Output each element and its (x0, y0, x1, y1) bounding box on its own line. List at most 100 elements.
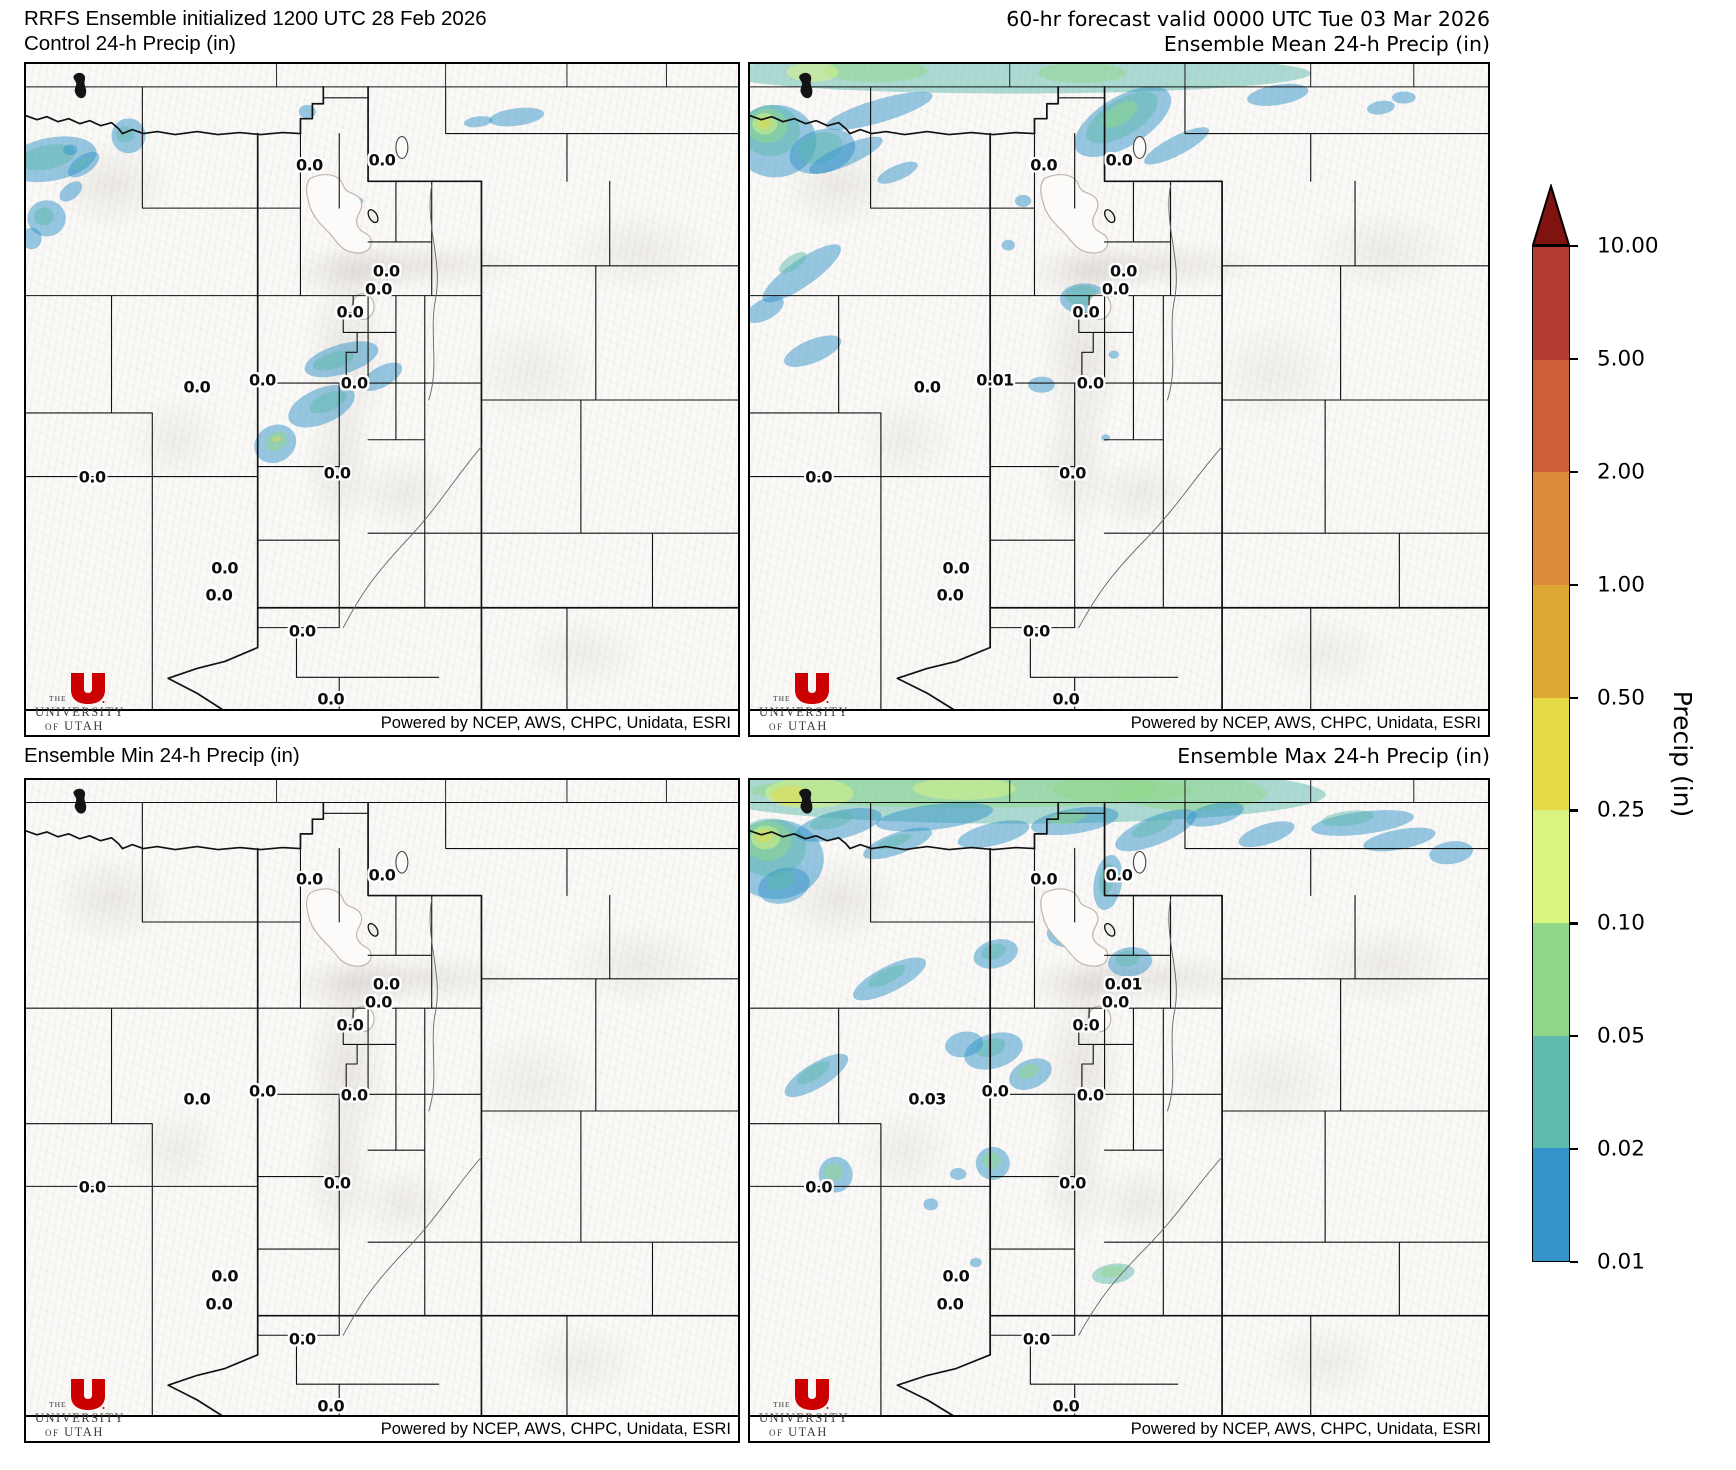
station-precip-value: 0.0 (368, 150, 396, 170)
station-precip-value: 0.0 (1105, 865, 1133, 885)
colorbar-tick-label: 5.00 (1597, 346, 1645, 372)
station-precip-value: 0.0 (942, 1266, 970, 1286)
colorbar-tick (1570, 1261, 1578, 1264)
station-precip-value: 0.0 (805, 467, 833, 487)
colorbar-segment (1533, 810, 1569, 924)
map-panel-ensemble-min: 0.0 0.0 0.0 0.0 0.0 0.0 0.0 0.0 0.0 0.0 0.0 0.0 0.0 0… (24, 778, 740, 1443)
station-precip-value: 0.0 (1105, 150, 1133, 170)
station-precip-value: 0.0 (368, 865, 396, 885)
station-precip-value: 0.0 (1022, 1329, 1050, 1349)
station-precip-value: 0.0 (205, 1294, 233, 1313)
university-of-utah-logo: THE UNIVERSITY OF UTAH (35, 673, 145, 732)
colorbar-segment (1533, 247, 1569, 360)
station-precip-value: 0.0 (248, 370, 276, 390)
logo-of-utah-text: OF UTAH (769, 1424, 828, 1439)
station-precip-value: 0.0 (1059, 1173, 1086, 1193)
logo-the-text: THE (49, 1399, 67, 1409)
station-precip-value: 0.0 (981, 1081, 1009, 1101)
station-precip-value: 0.0 (336, 302, 364, 322)
station-precip-value: 0.01 (976, 370, 1014, 390)
colorbar-tick (1570, 1148, 1578, 1151)
logo-of-utah-text: OF UTAH (45, 718, 104, 733)
logo-university-text: UNIVERSITY (35, 1411, 125, 1425)
station-precip-value: 0.0 (936, 585, 964, 605)
block-u-icon (70, 673, 105, 704)
title-min-panel: Ensemble Min 24-h Precip (in) (24, 744, 740, 769)
station-precip-value: 0.0 (78, 467, 106, 487)
colorbar-tick-label: 10.00 (1597, 233, 1659, 259)
station-precip-value: 0.0 (913, 377, 941, 397)
station-precip-value: 0.0 (295, 155, 323, 175)
attribution-bar: Powered by NCEP, AWS, CHPC, Unidata, ESR… (750, 1415, 1488, 1441)
logo-university-text: UNIVERSITY (759, 1411, 849, 1425)
map-panel-ensemble-max: 0.0 0.0 0.01 0.0 0.0 0.0 0.03 0.0 0.0 0.0 0.0 0.0 0.… (748, 778, 1490, 1443)
station-precip-value: 0.0 (1072, 1015, 1100, 1035)
colorbar-segment (1533, 923, 1569, 1036)
map-panel-control: 0.0 0.0 0.0 0.0 0.0 0.0 0.0 0.0 0.0 0.0 0.0 0.0 0.0 0… (24, 62, 740, 737)
station-precip-value: 0.0 (1101, 279, 1129, 299)
block-u-icon (70, 1379, 105, 1410)
station-precip-value: 0.0 (1059, 463, 1086, 483)
university-of-utah-logo: THE UNIVERSITY OF UTAH (759, 673, 869, 732)
station-precip-value: 0.0 (317, 689, 345, 709)
colorbar-tick (1570, 245, 1578, 248)
station-value-labels: 0.0 0.0 0.0 0.0 0.0 0.0 0.0 0.0 0.0 0.0 0.0 0.0 0.0 0… (26, 64, 738, 735)
colorbar-tick (1570, 583, 1578, 586)
station-precip-value: 0.0 (183, 1089, 211, 1109)
colorbar-tick-label: 0.10 (1597, 910, 1645, 936)
station-precip-value: 0.0 (288, 621, 316, 641)
colorbar-segment (1533, 585, 1569, 698)
station-precip-value: 0.0 (1110, 261, 1137, 281)
logo-university-text: UNIVERSITY (759, 705, 849, 719)
station-precip-value: 0.0 (1076, 1085, 1104, 1105)
block-u-icon (794, 1379, 829, 1410)
block-u-icon (794, 673, 829, 704)
colorbar-tick (1570, 470, 1578, 473)
logo-the-text: THE (773, 693, 791, 703)
valid-time-text: 60-hr forecast valid 0000 UTC Tue 03 Mar… (1006, 7, 1490, 31)
colorbar-tick-label: 0.05 (1597, 1023, 1645, 1049)
logo-university-text: UNIVERSITY (35, 705, 125, 719)
station-precip-value: 0.0 (372, 974, 400, 994)
station-precip-value: 0.0 (317, 1396, 345, 1416)
colorbar-axis-label: Precip (in) (1668, 690, 1697, 818)
station-precip-value: 0.0 (365, 279, 392, 299)
station-precip-value: 0.0 (1022, 621, 1050, 641)
station-precip-value: 0.0 (248, 1081, 276, 1101)
colorbar-tick (1570, 696, 1578, 699)
station-precip-value: 0.0 (1052, 1396, 1080, 1416)
logo-of-utah-text: OF UTAH (45, 1424, 104, 1439)
mean-title-text: Ensemble Mean 24-h Precip (in) (1163, 31, 1490, 56)
station-value-labels: 0.0 0.0 0.01 0.0 0.0 0.0 0.03 0.0 0.0 0.0 0.0 0.0 0.… (750, 780, 1488, 1441)
min-title-text: Ensemble Min 24-h Precip (in) (24, 744, 300, 767)
colorbar-segment (1533, 359, 1569, 473)
station-precip-value: 0.03 (908, 1089, 946, 1109)
colorbar-tick (1570, 922, 1578, 925)
station-value-labels: 0.0 0.0 0.0 0.0 0.0 0.01 0.0 0.0 0.0 0.0 0.0 0.0 0.0… (750, 64, 1488, 735)
station-precip-value: 0.0 (323, 1173, 351, 1193)
colorbar-tick-label: 0.02 (1597, 1136, 1645, 1162)
station-precip-value: 0.0 (805, 1177, 833, 1196)
colorbar-tick (1570, 357, 1578, 361)
station-precip-value: 0.0 (78, 1177, 106, 1196)
station-precip-value: 0.0 (1030, 155, 1058, 175)
colorbar-segment (1533, 472, 1569, 586)
colorbar-segment (1533, 697, 1569, 811)
colorbar-tick-label: 0.25 (1597, 797, 1645, 823)
station-precip-value: 0.0 (936, 1294, 964, 1313)
colorbar-tick-label: 1.00 (1597, 572, 1645, 598)
title-max-panel: Ensemble Max 24-h Precip (in) (748, 744, 1490, 769)
university-of-utah-logo: THE UNIVERSITY OF UTAH (759, 1379, 869, 1438)
station-precip-value: 0.0 (942, 558, 970, 578)
colorbar-tick (1570, 1035, 1578, 1038)
station-precip-value: 0.0 (372, 261, 400, 281)
station-precip-value: 0.0 (336, 1015, 364, 1035)
terrain-basemap (750, 64, 1488, 735)
logo-the-text: THE (773, 1399, 791, 1409)
station-precip-value: 0.01 (1104, 974, 1143, 994)
colorbar-segment (1533, 1148, 1569, 1262)
attribution-bar: Powered by NCEP, AWS, CHPC, Unidata, ESR… (750, 709, 1488, 735)
logo-the-text: THE (49, 693, 67, 703)
title-control-panel: RRFS Ensemble initialized 1200 UTC 28 Fe… (24, 7, 740, 56)
